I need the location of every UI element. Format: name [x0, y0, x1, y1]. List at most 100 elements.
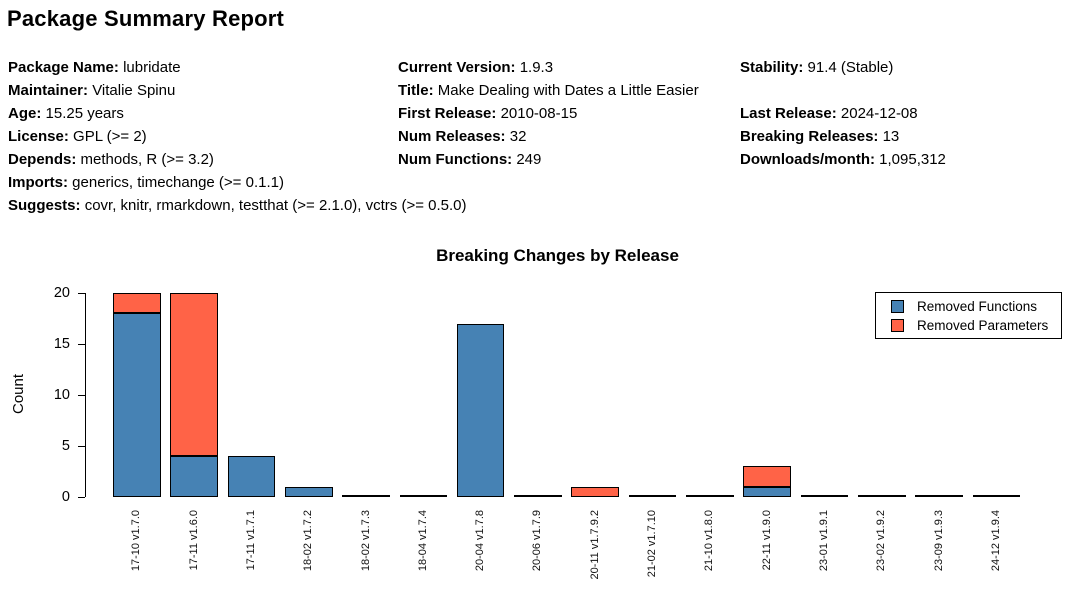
- metadata-label: Last Release:: [740, 105, 837, 122]
- x-tick-label: 23-09 v1.9.3: [932, 510, 945, 572]
- metadata-row: Age: 15.25 years First Release: 2010-08-1…: [8, 102, 1063, 125]
- metadata-label: Depends:: [8, 151, 77, 168]
- x-tick-label: 18-02 v1.7.2: [302, 510, 315, 572]
- metadata-item: Current Version: 1.9.3: [398, 56, 740, 79]
- bar-zero-line: [342, 495, 390, 497]
- metadata-item: License: GPL (>= 2): [8, 125, 398, 148]
- x-tick-label: 17-11 v1.7.1: [244, 510, 257, 571]
- bar-segment-removed-functions: [113, 313, 161, 497]
- metadata-item: Num Releases: 32: [398, 125, 740, 148]
- y-tick-label: 5: [61, 438, 70, 454]
- legend-item: Removed Functions: [876, 298, 1061, 314]
- bar-segment-removed-functions: [170, 456, 218, 497]
- metadata-label: Num Functions:: [398, 151, 513, 168]
- y-axis-title: Count: [10, 373, 27, 415]
- metadata-item: Imports: generics, timechange (>= 0.1.1): [8, 171, 398, 194]
- legend-label: Removed Functions: [917, 298, 1038, 314]
- legend-item: Removed Parameters: [876, 317, 1061, 333]
- y-tick-label: 10: [53, 387, 70, 403]
- x-tick-label: 22-11 v1.9.0: [760, 510, 773, 571]
- y-tick-label: 15: [53, 336, 70, 352]
- metadata-item: Title: Make Dealing with Dates a Little …: [398, 79, 740, 102]
- metadata-row: Package Name: lubridate Current Version: …: [8, 56, 1063, 79]
- bar-segment-removed-parameters: [571, 486, 620, 497]
- metadata-row: Depends: methods, R (>= 3.2) Num Function…: [8, 148, 1063, 171]
- bar-zero-line: [514, 495, 562, 497]
- metadata-item: Downloads/month: 1,095,312: [740, 148, 1063, 171]
- y-axis-tick: [78, 293, 85, 294]
- bar-zero-line: [972, 495, 1021, 497]
- metadata-item: Maintainer: Vitalie Spinu: [8, 79, 398, 102]
- bar-zero-line: [915, 495, 963, 497]
- x-tick-label: 17-10 v1.7.0: [130, 510, 143, 572]
- bar-segment-removed-parameters: [743, 466, 791, 487]
- metadata-value: generics, timechange (>= 0.1.1): [72, 174, 284, 191]
- metadata-value: Vitalie Spinu: [92, 82, 176, 99]
- metadata-value: GPL (>= 2): [73, 128, 147, 145]
- legend-swatch-icon: [891, 318, 904, 332]
- metadata-value: covr, knitr, rmarkdown, testthat (>= 2.1…: [84, 197, 467, 214]
- metadata-label: Maintainer:: [8, 82, 89, 99]
- metadata-row: Suggests: covr, knitr, rmarkdown, testth…: [8, 194, 1063, 217]
- metadata-grid: Package Name: lubridate Current Version: …: [8, 56, 1063, 217]
- metadata-item: Num Functions: 249: [398, 148, 740, 171]
- bar-zero-line: [399, 495, 448, 497]
- x-tick-label: 18-04 v1.7.4: [416, 510, 429, 572]
- bar-segment-removed-functions: [743, 486, 791, 497]
- metadata-value: 1.9.3: [519, 59, 554, 76]
- metadata-item: Depends: methods, R (>= 3.2): [8, 148, 398, 171]
- metadata-label: Suggests:: [8, 197, 81, 214]
- bar-segment-removed-functions: [227, 456, 276, 497]
- metadata-label: Title:: [398, 82, 434, 99]
- legend-swatch-icon: [891, 299, 904, 313]
- x-tick-label: 23-01 v1.9.1: [817, 510, 830, 572]
- bar-segment-removed-functions: [284, 486, 333, 497]
- metadata-label: Num Releases:: [398, 128, 506, 145]
- metadata-value: lubridate: [123, 59, 181, 76]
- metadata-label: Breaking Releases:: [740, 128, 879, 145]
- metadata-item: Breaking Releases: 13: [740, 125, 1063, 148]
- metadata-item: First Release: 2010-08-15: [398, 102, 740, 125]
- y-axis-tick: [78, 395, 85, 396]
- metadata-value: 15.25 years: [45, 105, 124, 122]
- bar-segment-removed-functions: [456, 323, 505, 497]
- metadata-label: Age:: [8, 105, 42, 122]
- metadata-item: Package Name: lubridate: [8, 56, 398, 79]
- metadata-label: Imports:: [8, 174, 68, 191]
- metadata-item: Last Release: 2024-12-08: [740, 102, 1063, 125]
- metadata-label: First Release:: [398, 105, 497, 122]
- y-axis-line: [85, 293, 86, 497]
- x-tick-label: 20-04 v1.7.8: [474, 510, 487, 572]
- metadata-label: Package Name:: [8, 59, 119, 76]
- bar-segment-removed-parameters: [170, 293, 218, 457]
- metadata-row: Imports: generics, timechange (>= 0.1.1): [8, 171, 1063, 194]
- metadata-value: 1,095,312: [879, 151, 946, 168]
- x-tick-label: 20-11 v1.7.9.2: [588, 510, 601, 580]
- metadata-value: 32: [509, 128, 527, 145]
- x-tick-label: 20-06 v1.7.9: [531, 510, 544, 572]
- page-title: Package Summary Report: [7, 6, 285, 31]
- y-axis-tick: [78, 344, 85, 345]
- x-tick-label: 21-10 v1.8.0: [703, 510, 716, 572]
- metadata-label: Downloads/month:: [740, 151, 875, 168]
- bar-zero-line: [686, 495, 734, 497]
- metadata-item: Suggests: covr, knitr, rmarkdown, testth…: [8, 194, 467, 217]
- metadata-value: Make Dealing with Dates a Little Easier: [437, 82, 699, 99]
- metadata-value: 91.4 (Stable): [807, 59, 894, 76]
- chart-title: Breaking Changes by Release: [436, 246, 679, 265]
- metadata-label: Stability:: [740, 59, 804, 76]
- bar-zero-line: [800, 495, 849, 497]
- metadata-item: Stability: 91.4 (Stable): [740, 56, 1063, 79]
- metadata-value: 2010-08-15: [500, 105, 578, 122]
- bar-segment-removed-parameters: [113, 293, 161, 314]
- chart-legend: Removed Functions Removed Parameters: [875, 292, 1062, 339]
- y-tick-label: 20: [53, 285, 70, 301]
- metadata-value: 2024-12-08: [840, 105, 918, 122]
- x-tick-label: 17-11 v1.6.0: [187, 510, 200, 571]
- x-tick-label: 18-02 v1.7.3: [359, 510, 372, 572]
- metadata-item: Age: 15.25 years: [8, 102, 398, 125]
- metadata-value: 249: [516, 151, 542, 168]
- x-tick-label: 21-02 v1.7.10: [646, 510, 659, 578]
- metadata-value: methods, R (>= 3.2): [80, 151, 214, 168]
